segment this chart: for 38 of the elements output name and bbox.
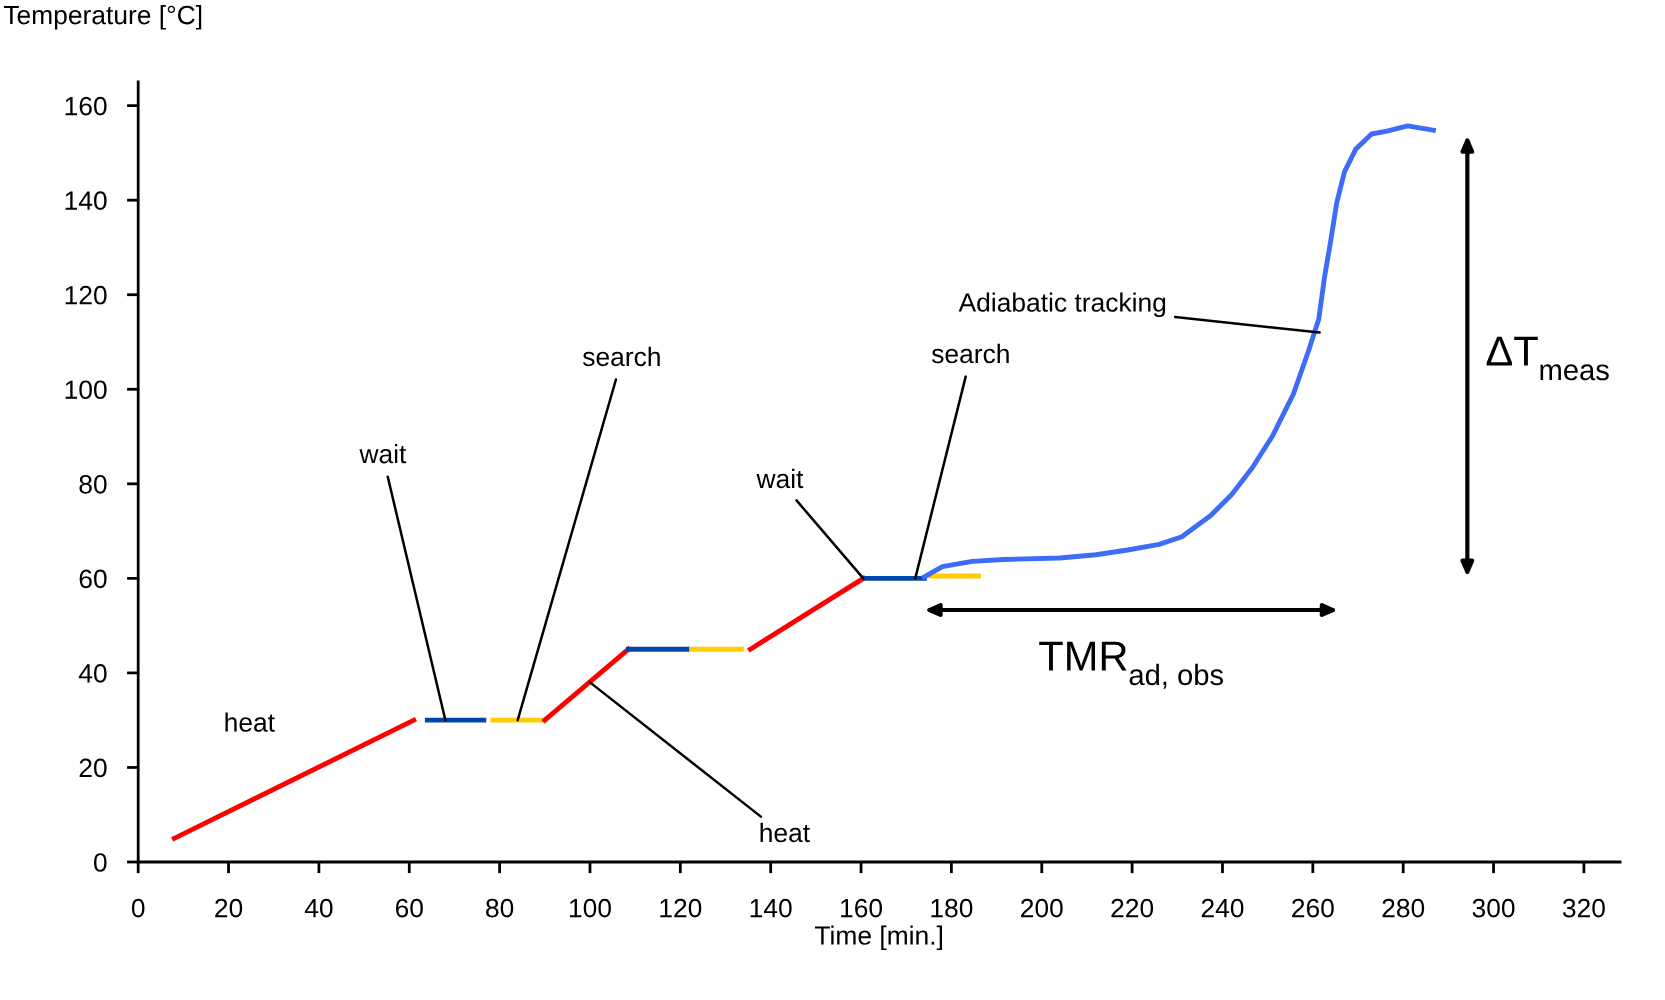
x-tick-label: 100 xyxy=(569,898,611,918)
y-tick-label: 60 xyxy=(79,569,107,589)
y-tick-label: 100 xyxy=(65,380,107,400)
annotation: ΔTmeas xyxy=(1486,336,1609,381)
y-tick-label: 80 xyxy=(79,474,107,494)
x-tick-label: 120 xyxy=(660,898,702,918)
annotation: Adiabatic tracking xyxy=(958,292,1166,318)
y-axis-title: Temperature [°C] xyxy=(3,5,202,30)
x-tick-label: 280 xyxy=(1382,898,1425,918)
y-tick-label: 20 xyxy=(79,758,107,778)
x-tick-label: 300 xyxy=(1472,898,1515,918)
x-tick-label: 160 xyxy=(841,898,883,918)
x-tick-label: 240 xyxy=(1201,898,1244,918)
x-tick-label: 180 xyxy=(931,898,973,918)
annotation: TMRad, obs xyxy=(1039,641,1224,689)
x-tick-label: 140 xyxy=(750,898,792,918)
annotation: heat xyxy=(225,712,275,732)
y-tick-label: 160 xyxy=(65,96,107,116)
x-axis-title: Time [min.] xyxy=(814,925,942,951)
x-tick-label: 260 xyxy=(1292,898,1334,918)
y-tick-label: 140 xyxy=(65,191,107,210)
annotation: wait xyxy=(359,443,407,464)
y-tick-label: 0 xyxy=(94,853,107,872)
x-tick-label: 200 xyxy=(1021,898,1063,918)
x-tick-label: 20 xyxy=(215,898,243,918)
line-series xyxy=(921,123,1436,580)
annotation: search xyxy=(931,343,1009,364)
x-tick-label: 320 xyxy=(1562,898,1605,918)
x-tick-label: 60 xyxy=(395,898,423,918)
x-tick-label: 80 xyxy=(486,898,514,918)
y-tick-label: 40 xyxy=(78,664,107,683)
annotation: heat xyxy=(760,822,810,843)
x-tick-label: 40 xyxy=(304,898,333,918)
y-tick-label: 120 xyxy=(65,285,107,305)
annotation: wait xyxy=(756,468,804,489)
annotation: search xyxy=(582,346,660,367)
x-tick-label: 0 xyxy=(131,898,145,918)
x-tick-label: 220 xyxy=(1111,898,1154,918)
